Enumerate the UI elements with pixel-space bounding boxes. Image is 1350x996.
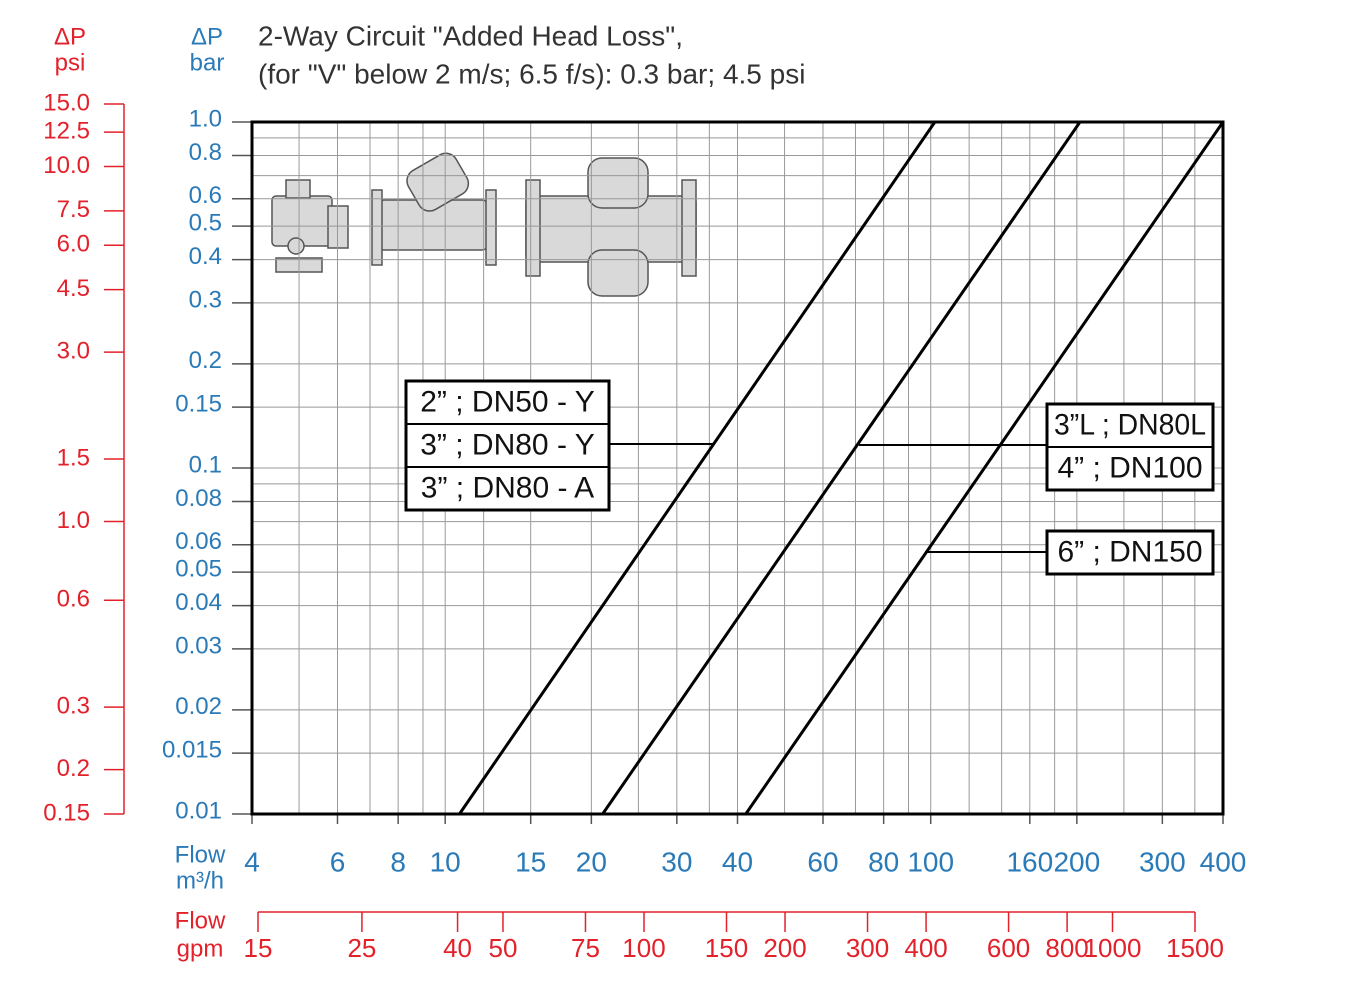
y-tick-label: 0.8 [189,139,222,166]
x2-label: gpm [177,935,224,962]
x-tick-label: 10 [430,846,461,877]
x-tick-label: 30 [661,846,692,877]
y2-tick-label: 10.0 [43,152,90,179]
y2-tick-label: 6.0 [57,231,90,258]
chart-title: 2-Way Circuit "Added Head Loss", [258,20,683,51]
y-tick-label: 0.3 [189,286,222,313]
x-tick-label: 6 [330,846,346,877]
y-label: bar [190,49,225,76]
x2-tick-label: 200 [763,933,806,963]
x-tick-label: 200 [1053,846,1100,877]
series-label: 3” ; DN80 - A [421,471,594,504]
x2-tick-label: 15 [244,933,273,963]
x2-tick-label: 150 [705,933,748,963]
y-tick-label: 0.01 [175,797,222,824]
y2-tick-label: 0.15 [43,799,90,826]
y-label: ΔP [191,23,223,50]
curve [744,121,1225,815]
x-tick-label: 15 [515,846,546,877]
x2-tick-label: 50 [489,933,518,963]
x2-tick-label: 100 [622,933,665,963]
series-label: 3”L ; DN80L [1054,408,1206,441]
y-tick-label: 0.08 [175,485,222,512]
y2-tick-label: 1.5 [57,444,90,471]
y-tick-label: 1.0 [189,105,222,132]
y-tick-label: 0.03 [175,632,222,659]
x-tick-label: 100 [907,846,954,877]
x2-tick-label: 75 [571,933,600,963]
x2-tick-label: 25 [347,933,376,963]
y2-tick-label: 7.5 [57,196,90,223]
x-tick-label: 20 [576,846,607,877]
y2-tick-label: 12.5 [43,117,90,144]
x-tick-label: 80 [868,846,899,877]
y2-label: psi [55,49,86,76]
y-tick-label: 0.15 [175,390,222,417]
y-tick-label: 0.2 [189,347,222,374]
y2-tick-label: 3.0 [57,337,90,364]
y2-tick-label: 15.0 [43,89,90,116]
series-label: 6” ; DN150 [1057,535,1202,568]
y-tick-label: 0.4 [189,243,222,270]
valve-images [271,152,697,297]
plot-border [250,120,1225,816]
y2-label: ΔP [54,23,86,50]
label-box [1045,529,1215,576]
chart-subtitle: (for "V" below 2 m/s; 6.5 f/s): 0.3 bar;… [258,58,805,89]
x2-tick-label: 400 [904,933,947,963]
y-tick-label: 0.04 [175,589,222,616]
y2-tick-label: 0.6 [57,586,90,613]
x2-tick-label: 300 [846,933,889,963]
y-tick-label: 0.02 [175,693,222,720]
series-label: 3” ; DN80 - Y [420,428,595,461]
x-tick-label: 160 [1006,846,1053,877]
y2-tick-label: 0.3 [57,692,90,719]
x-tick-label: 8 [390,846,406,877]
y-tick-label: 0.6 [189,182,222,209]
x-tick-label: 400 [1200,846,1247,877]
y2-tick-label: 1.0 [57,507,90,534]
y-tick-label: 0.06 [175,528,222,555]
series-label: 4” ; DN100 [1057,451,1202,484]
curve [458,121,937,815]
y2-tick-label: 4.5 [57,275,90,302]
label-box [404,379,611,512]
x-tick-label: 40 [722,846,753,877]
y-tick-label: 0.5 [189,210,222,237]
y2-tick-label: 0.2 [57,755,90,782]
y-tick-label: 0.015 [162,736,222,763]
x2-label: Flow [175,907,226,934]
x-tick-label: 4 [244,846,260,877]
x2-tick-label: 1500 [1166,933,1224,963]
series-label: 2” ; DN50 - Y [420,385,595,418]
x-tick-label: 300 [1139,846,1186,877]
x-label: Flow [175,841,226,868]
x-label: m³/h [176,867,224,894]
x2-tick-label: 800 [1045,933,1088,963]
y-tick-label: 0.1 [189,451,222,478]
x2-tick-label: 1000 [1084,933,1142,963]
x2-tick-label: 40 [443,933,472,963]
y-tick-label: 0.05 [175,556,222,583]
x2-tick-label: 600 [987,933,1030,963]
curve [601,121,1082,815]
x-tick-label: 60 [807,846,838,877]
